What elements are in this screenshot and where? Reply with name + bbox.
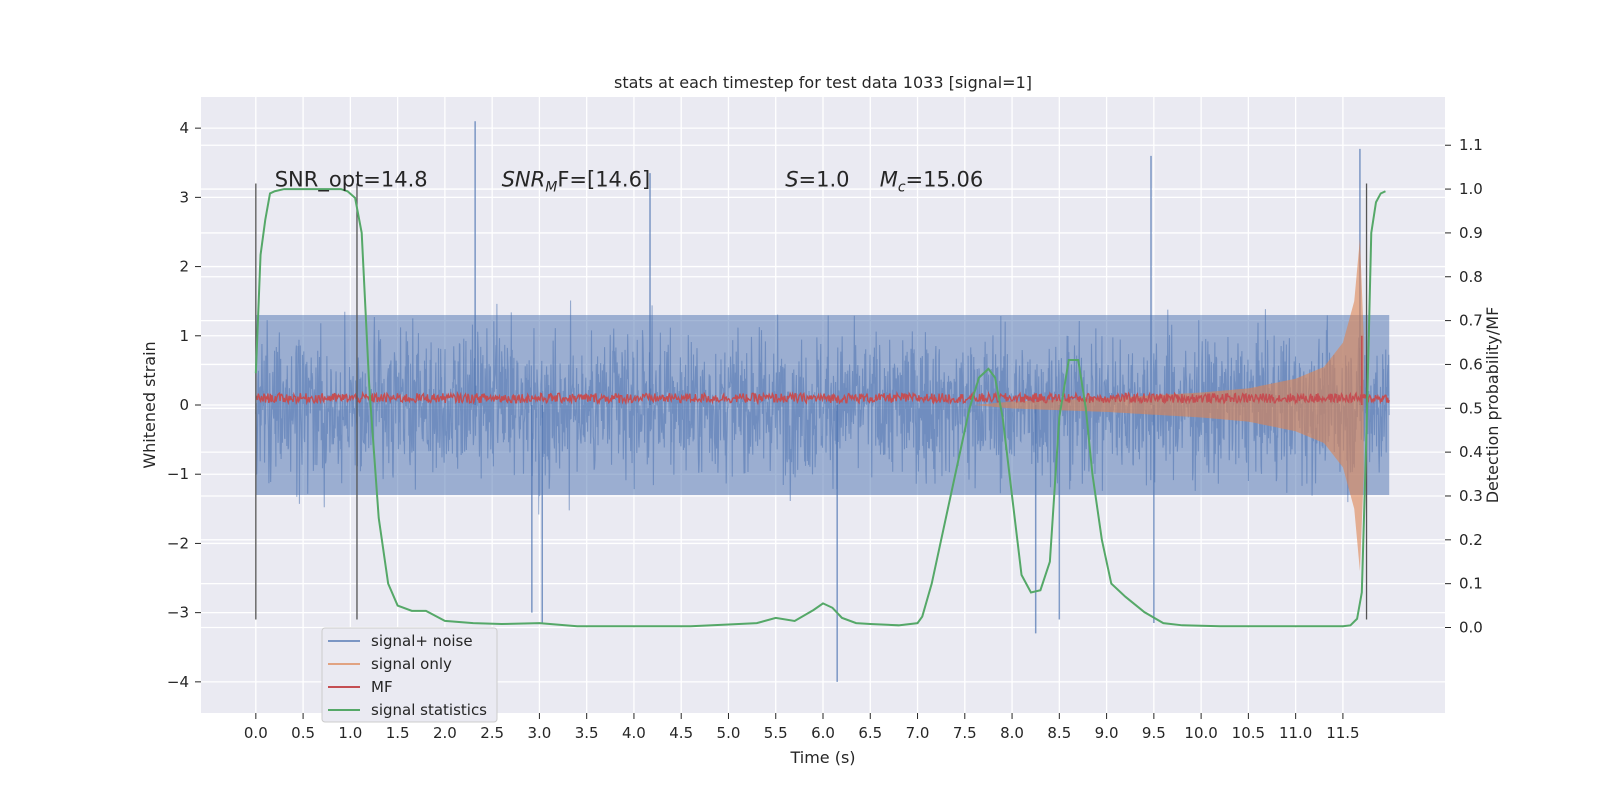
y-axis-label-left: Whitened strain — [140, 341, 159, 468]
y-tick-label-left: −2 — [167, 534, 189, 552]
x-tick-label: 1.0 — [338, 724, 362, 742]
legend-label-signal-only: signal only — [371, 655, 452, 673]
x-tick-label: 7.0 — [906, 724, 930, 742]
annotations: SNR_opt=14.8 SNRMF=[14.6] S=1.0 Mc=15.06 — [275, 168, 984, 196]
y-tick-label-right: 0.4 — [1459, 443, 1483, 461]
y-tick-label-left: −4 — [167, 673, 189, 691]
y-tick-label-left: 0 — [179, 396, 189, 414]
x-tick-label: 2.5 — [480, 724, 504, 742]
y-axis-label-right: Detection probability/MF — [1483, 307, 1502, 504]
x-tick-label: 8.0 — [1000, 724, 1024, 742]
y-tick-label-right: 0.2 — [1459, 531, 1483, 549]
x-tick-label: 5.5 — [764, 724, 788, 742]
x-tick-label: 4.0 — [622, 724, 646, 742]
x-tick-label: 3.0 — [527, 724, 551, 742]
y-tick-label-right: 0.6 — [1459, 355, 1483, 373]
x-axis-label: Time (s) — [789, 748, 855, 767]
legend-box — [321, 627, 498, 723]
y-tick-label-left: 2 — [179, 258, 189, 276]
x-tick-label: 10.5 — [1232, 724, 1265, 742]
x-tick-label: 11.0 — [1279, 724, 1312, 742]
legend-label-signal-statistics: signal statistics — [371, 701, 487, 719]
y-tick-label-right: 0.7 — [1459, 312, 1483, 330]
y-tick-label-left: −1 — [167, 465, 189, 483]
x-tick-label: 6.0 — [811, 724, 835, 742]
mf-series — [255, 335, 1390, 406]
x-tick-label: 9.0 — [1095, 724, 1119, 742]
x-tick-label: 4.5 — [669, 724, 693, 742]
y-tick-label-right: 0.1 — [1459, 575, 1483, 593]
y-tick-label-right: 0.0 — [1459, 619, 1483, 637]
ticks: 0.0 0.5 1.0 1.5 2.0 2.5 3.0 3.5 4.0 4.5 5.0 5.5 6.0 6… — [167, 119, 1483, 742]
legend-label-mf: MF — [371, 678, 393, 696]
x-tick-label: 7.5 — [953, 724, 977, 742]
annotation: Mc=15.06 — [880, 168, 984, 196]
signal-statistics-line — [254, 188, 1386, 628]
x-tick-label: 8.5 — [1047, 724, 1071, 742]
y-tick-label-left: 4 — [179, 119, 189, 137]
y-tick-label-right: 0.8 — [1459, 268, 1483, 286]
x-tick-label: 6.5 — [858, 724, 882, 742]
chart-title: stats at each timestep for test data 103… — [614, 73, 1032, 92]
y-tick-label-left: 3 — [179, 188, 189, 206]
signal-only-envelope — [974, 238, 1364, 572]
y-tick-label-right: 0.3 — [1459, 487, 1483, 505]
x-tick-label: 1.5 — [386, 724, 410, 742]
x-tick-label: 11.5 — [1326, 724, 1359, 742]
x-tick-label: 3.5 — [575, 724, 599, 742]
y-tick-label-right: 0.9 — [1459, 224, 1483, 242]
y-tick-label-left: −3 — [167, 604, 189, 622]
legend: signal+ noise signal only MF signal stat… — [321, 627, 498, 723]
mf-line — [255, 390, 1390, 406]
signal-statistics-series — [254, 188, 1386, 628]
x-tick-label: 9.5 — [1142, 724, 1166, 742]
x-tick-label: 10.0 — [1184, 724, 1217, 742]
annotation: S=1.0 — [785, 168, 849, 192]
x-tick-label: 5.0 — [717, 724, 741, 742]
x-tick-label: 0.0 — [244, 724, 268, 742]
y-tick-label-right: 1.0 — [1459, 180, 1483, 198]
annotation: SNRMF=[14.6] — [502, 168, 651, 196]
x-tick-label: 0.5 — [291, 724, 315, 742]
y-tick-label-right: 1.1 — [1459, 136, 1483, 154]
y-tick-label-right: 0.5 — [1459, 399, 1483, 417]
annotation: SNR_opt=14.8 — [275, 168, 428, 193]
signal-only-series — [974, 238, 1364, 572]
legend-label-signal-plus-noise: signal+ noise — [371, 632, 473, 650]
x-tick-label: 2.0 — [433, 724, 457, 742]
y-tick-label-left: 1 — [179, 327, 189, 345]
